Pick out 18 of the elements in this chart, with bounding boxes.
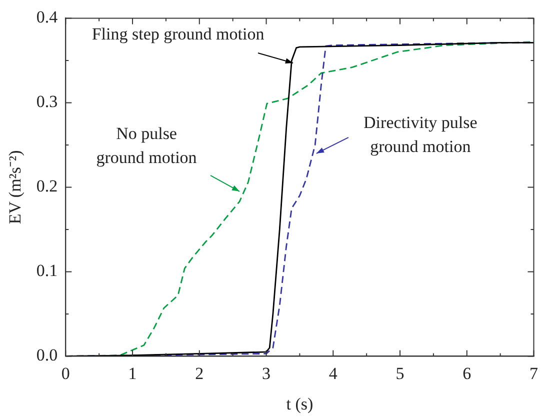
x-axis-title: t (s) — [286, 394, 314, 414]
annotation: No pulse ground motion — [96, 124, 198, 167]
x-tick-label: 3 — [262, 364, 271, 383]
x-tick-label: 6 — [462, 364, 472, 383]
y-tick-label: 0.2 — [36, 176, 58, 196]
y-tick-label: 0.4 — [36, 8, 58, 27]
y-tick-label: 0.0 — [36, 346, 58, 365]
x-tick-label: 7 — [530, 364, 538, 383]
annotation: Directivity pulse ground motion — [364, 112, 478, 156]
x-tick-label: 5 — [396, 364, 404, 383]
y-axis-title: EV (m²s⁻²) — [6, 150, 25, 224]
x-tick-label: 1 — [128, 364, 137, 383]
y-tick-label: 0.1 — [36, 261, 58, 280]
x-tick-label: 2 — [195, 364, 204, 383]
x-tick-label: 0 — [61, 364, 70, 383]
y-tick-label: 0.3 — [36, 92, 58, 112]
x-tick-label: 4 — [328, 364, 338, 383]
annotation: Fling step ground motion — [92, 24, 265, 44]
